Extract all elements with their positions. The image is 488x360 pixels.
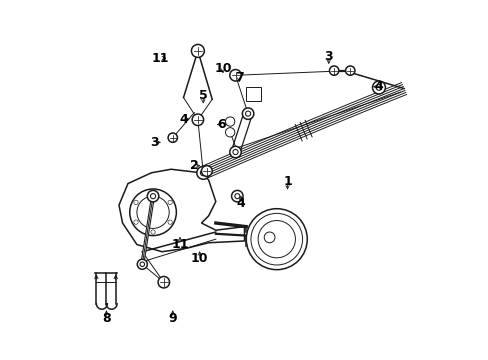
Circle shape [168,133,177,142]
Circle shape [250,213,302,265]
Circle shape [151,230,155,234]
Circle shape [329,66,338,75]
Circle shape [192,114,203,126]
Circle shape [137,259,147,269]
Text: 1: 1 [283,175,291,188]
Text: 2: 2 [189,159,198,172]
Circle shape [151,190,155,195]
Circle shape [158,276,169,288]
Circle shape [134,200,138,204]
Circle shape [196,166,209,179]
Circle shape [234,194,239,199]
Circle shape [147,190,159,202]
Circle shape [191,44,204,57]
Circle shape [246,209,306,270]
Circle shape [225,128,234,137]
Text: 4: 4 [374,80,383,93]
Circle shape [258,221,295,258]
Circle shape [245,111,250,116]
Circle shape [375,85,381,90]
Circle shape [231,190,243,202]
Text: 7: 7 [234,71,243,84]
Circle shape [345,66,354,75]
Circle shape [150,194,155,199]
Text: 11: 11 [171,238,188,251]
Circle shape [232,149,238,154]
Circle shape [134,220,138,224]
Circle shape [229,146,241,158]
Text: 6: 6 [217,118,225,131]
FancyBboxPatch shape [246,87,261,101]
Circle shape [168,220,172,224]
Circle shape [229,69,241,81]
Circle shape [137,196,169,228]
Text: 3: 3 [324,50,332,63]
Circle shape [242,108,253,120]
Circle shape [140,262,144,266]
Text: 5: 5 [199,89,207,102]
Circle shape [264,232,274,243]
Text: 4: 4 [179,113,187,126]
Circle shape [129,189,176,235]
Text: 3: 3 [150,136,159,149]
Text: 10: 10 [190,252,208,265]
Circle shape [168,200,172,204]
Text: 11: 11 [151,51,169,64]
Polygon shape [119,169,244,252]
Text: 10: 10 [214,62,231,75]
Text: 8: 8 [102,311,110,325]
Circle shape [200,170,206,176]
Circle shape [201,166,212,176]
Circle shape [225,117,234,126]
Circle shape [372,81,385,94]
Text: 4: 4 [236,197,245,210]
Text: 9: 9 [168,311,177,325]
